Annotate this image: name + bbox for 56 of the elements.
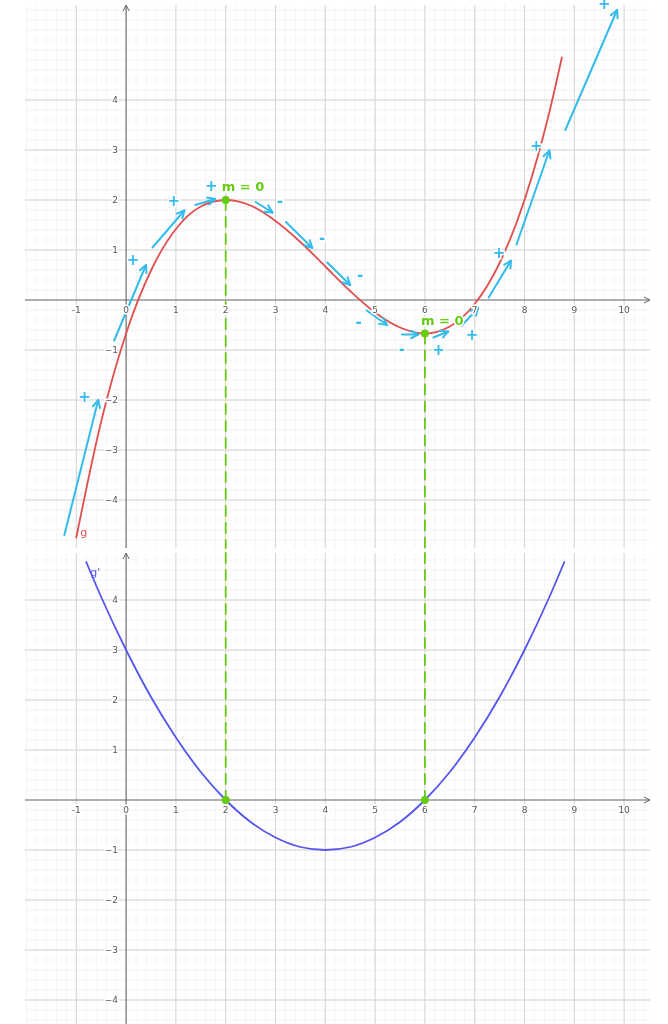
y-tick-label: −4: [104, 995, 119, 1005]
y-tick-label: 2: [112, 695, 119, 705]
data-label: -: [398, 339, 406, 358]
data-label: -: [355, 312, 362, 331]
y-tick-label: −3: [104, 945, 119, 955]
y-tick-label: 4: [112, 595, 119, 605]
y-tick-label: 2: [112, 195, 119, 205]
x-tick-label: 7: [471, 805, 478, 815]
x-tick-label: 6: [422, 305, 429, 315]
data-label: -: [319, 229, 326, 248]
data-label: -: [276, 191, 284, 210]
x-tick-label: 7: [471, 305, 478, 315]
data-label: +: [529, 136, 543, 155]
annotation: m = 0: [221, 179, 265, 194]
x-tick-label: 6: [422, 805, 429, 815]
data-label: +: [465, 326, 479, 345]
y-tick-label: −1: [104, 345, 119, 355]
x-tick-label: -1: [71, 805, 81, 815]
x-tick-label: 3: [272, 305, 279, 315]
y-tick-label: −2: [104, 895, 119, 905]
data-label: +: [492, 244, 506, 263]
x-tick-label: 5: [372, 805, 378, 815]
y-tick-label: −1: [104, 845, 119, 855]
x-tick-label: 0: [123, 305, 130, 315]
series-label: g: [80, 525, 88, 539]
x-tick-label: 8: [521, 305, 528, 315]
data-label: +: [204, 176, 218, 195]
x-tick-label: 4: [322, 805, 329, 815]
line-series: [85, 561, 566, 851]
x-tick-label: 8: [521, 805, 528, 815]
y-tick-label: −4: [104, 495, 119, 505]
x-tick-label: 10: [618, 805, 631, 815]
x-tick-label: 4: [322, 305, 329, 315]
y-tick-label: 3: [112, 145, 119, 155]
data-label: +: [167, 192, 181, 211]
y-tick-label: 3: [112, 645, 119, 655]
y-tick-label: −3: [104, 445, 119, 455]
x-tick-label: -1: [71, 305, 81, 315]
x-tick-label: 10: [618, 305, 631, 315]
data-label: -: [356, 266, 364, 285]
x-tick-label: 9: [571, 305, 578, 315]
data-label: +: [432, 341, 445, 360]
y-tick-label: 1: [112, 245, 119, 255]
data-label: +: [126, 250, 140, 269]
x-tick-label: 2: [222, 805, 229, 815]
data-label: +: [597, 0, 611, 14]
x-tick-label: 1: [173, 805, 179, 815]
x-tick-label: 0: [123, 805, 130, 815]
data-label: +: [78, 387, 91, 406]
x-tick-label: 2: [222, 305, 229, 315]
x-tick-label: 1: [173, 305, 179, 315]
x-tick-label: 3: [272, 805, 279, 815]
x-tick-label: 9: [571, 805, 578, 815]
y-tick-label: 4: [112, 95, 119, 105]
y-tick-label: 1: [112, 745, 119, 755]
x-tick-label: 5: [372, 305, 378, 315]
